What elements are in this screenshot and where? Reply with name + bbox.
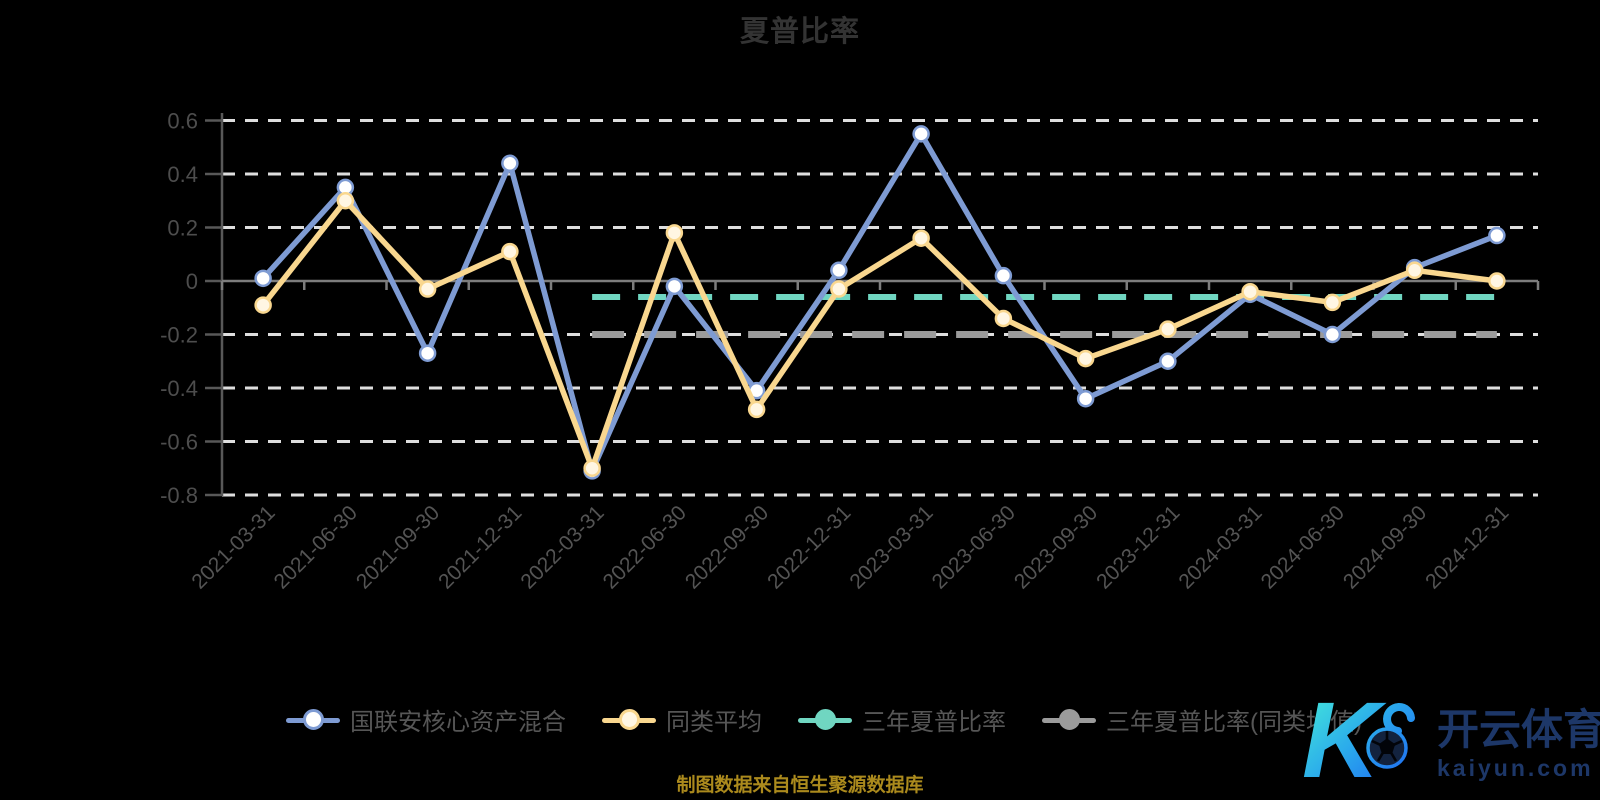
data-point-同类平均-2021-09-30[interactable] <box>418 280 437 298</box>
x-tick-label: 2024-03-31 <box>1174 501 1266 593</box>
data-point-国联安核心资产混合-2023-12-31[interactable] <box>1159 352 1177 370</box>
data-point-国联安核心资产混合-2024-06-30[interactable] <box>1323 325 1342 344</box>
chart-canvas: 0.60.40.20-0.2-0.4-0.6-0.82021-03-312021… <box>160 109 1540 593</box>
legend: 国联安核心资产混合 同类平均 三年夏普比率 三年夏普比率(同类均值) <box>286 702 1362 737</box>
data-point-同类平均-2022-06-30[interactable] <box>665 224 684 242</box>
y-tick-label: 0.4 <box>167 162 198 187</box>
watermark-brand-cn: 开云体育 <box>1437 706 1600 753</box>
legend-item-0[interactable]: 国联安核心资产混合 <box>286 702 566 737</box>
legend-item-2[interactable]: 三年夏普比率 <box>798 702 1006 737</box>
x-tick-label: 2021-03-31 <box>187 501 279 593</box>
y-tick-label: 0.6 <box>167 109 198 134</box>
chart-title: 夏普比率 <box>739 16 860 48</box>
data-point-同类平均-2024-06-30[interactable] <box>1323 293 1342 312</box>
data-point-同类平均-2024-03-31[interactable] <box>1241 282 1259 301</box>
data-point-同类平均-2024-09-30[interactable] <box>1405 261 1424 280</box>
data-point-同类平均-2022-03-31[interactable] <box>583 459 601 477</box>
soccer-ball-pattern <box>1371 731 1403 762</box>
data-point-国联安核心资产混合-2023-03-31[interactable] <box>912 125 930 143</box>
data-point-国联安核心资产混合-2021-09-30[interactable] <box>418 344 437 362</box>
x-tick-label: 2021-09-30 <box>352 501 444 593</box>
x-tick-label: 2022-06-30 <box>599 501 691 593</box>
x-tick-label: 2022-12-31 <box>763 501 855 593</box>
data-point-国联安核心资产混合-2024-12-31[interactable] <box>1488 226 1506 245</box>
legend-label: 国联安核心资产混合 <box>350 709 566 736</box>
x-tick-label: 2023-09-30 <box>1010 501 1102 593</box>
data-point-同类平均-2023-06-30[interactable] <box>994 309 1013 328</box>
x-tick-label: 2023-06-30 <box>928 501 1020 593</box>
y-tick-label: 0.2 <box>167 216 198 241</box>
data-point-同类平均-2023-12-31[interactable] <box>1159 320 1177 338</box>
data-point-同类平均-2022-09-30[interactable] <box>747 400 766 419</box>
x-tick-label: 2022-03-31 <box>516 501 608 593</box>
x-tick-label: 2023-12-31 <box>1092 501 1184 593</box>
series-line-同类平均 <box>260 198 1500 471</box>
legend-marker-icon <box>602 708 656 731</box>
y-tick-label: -0.8 <box>160 483 198 508</box>
data-point-国联安核心资产混合-2021-12-31[interactable] <box>501 154 519 173</box>
data-point-国联安核心资产混合-2022-12-31[interactable] <box>830 261 848 280</box>
x-tick-label: 2022-09-30 <box>681 501 773 593</box>
data-point-同类平均-2023-03-31[interactable] <box>912 229 930 247</box>
x-tick-label: 2021-12-31 <box>434 501 526 593</box>
y-tick-label: -0.6 <box>160 430 198 455</box>
data-point-同类平均-2021-12-31[interactable] <box>501 242 519 261</box>
legend-label: 三年夏普比率(同类均值) <box>1106 709 1362 736</box>
series-line-国联安核心资产混合 <box>260 131 1500 474</box>
legend-label: 同类平均 <box>666 709 762 736</box>
x-tick-label: 2024-12-31 <box>1421 501 1513 593</box>
x-tick-label: 2023-03-31 <box>845 501 937 593</box>
data-point-国联安核心资产混合-2023-09-30[interactable] <box>1076 389 1095 408</box>
legend-marker-icon <box>1042 708 1096 731</box>
y-tick-label: -0.2 <box>160 323 198 348</box>
x-tick-label: 2024-09-30 <box>1339 501 1431 593</box>
data-point-国联安核心资产混合-2022-06-30[interactable] <box>665 277 684 296</box>
x-tick-label: 2024-06-30 <box>1257 501 1349 593</box>
data-point-同类平均-2021-03-31[interactable] <box>254 296 272 314</box>
legend-item-3[interactable]: 三年夏普比率(同类均值) <box>1042 702 1362 737</box>
watermark-logo[interactable]: K 开云体育 kaiyun.com <box>1290 668 1600 793</box>
data-point-同类平均-2021-06-30[interactable] <box>336 192 355 210</box>
legend-marker-icon <box>798 708 852 731</box>
data-point-国联安核心资产混合-2023-06-30[interactable] <box>994 266 1013 285</box>
legend-label: 三年夏普比率 <box>862 709 1006 736</box>
y-tick-label: 0 <box>186 269 198 294</box>
legend-item-1[interactable]: 同类平均 <box>602 702 762 737</box>
legend-marker-icon <box>286 708 340 731</box>
watermark-swirl <box>1383 703 1415 735</box>
watermark-brand-url: kaiyun.com <box>1437 755 1594 781</box>
y-tick-label: -0.4 <box>160 376 198 401</box>
data-point-国联安核心资产混合-2021-03-31[interactable] <box>254 269 272 288</box>
data-point-同类平均-2024-12-31[interactable] <box>1488 272 1506 290</box>
data-point-同类平均-2023-09-30[interactable] <box>1076 349 1095 368</box>
data-point-同类平均-2022-12-31[interactable] <box>830 280 848 298</box>
x-tick-label: 2021-06-30 <box>270 501 362 593</box>
data-source-caption: 制图数据来自恒生聚源数据库 <box>676 775 924 796</box>
